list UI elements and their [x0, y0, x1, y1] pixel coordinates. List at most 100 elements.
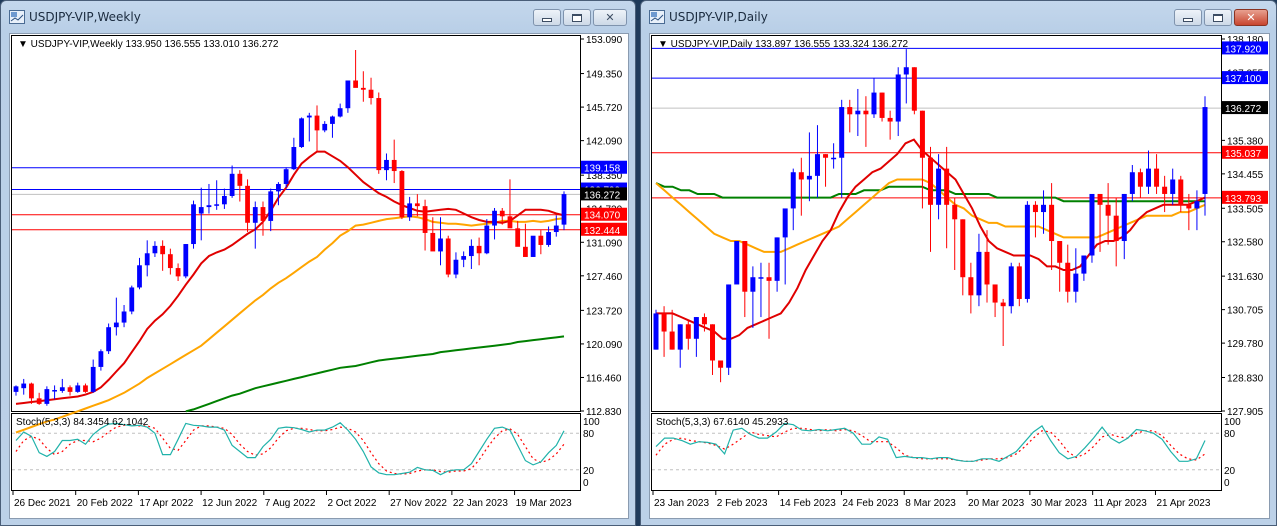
candle[interactable] [936, 154, 942, 220]
candle[interactable] [1000, 298, 1006, 347]
candle[interactable] [1024, 201, 1030, 303]
restore-button[interactable] [1204, 9, 1232, 26]
candle[interactable] [337, 103, 343, 118]
candle[interactable] [83, 383, 88, 393]
candle[interactable] [726, 284, 732, 375]
daily-price-chart[interactable]: ▼ USDJPY-VIP,Daily 133.897 136.555 133.3… [650, 34, 1271, 520]
candle[interactable] [499, 207, 505, 225]
candle[interactable] [1121, 193, 1127, 260]
minimize-button[interactable] [1174, 9, 1202, 26]
candle[interactable] [384, 153, 389, 181]
candle[interactable] [887, 110, 893, 140]
candle[interactable] [360, 71, 366, 102]
candle[interactable] [1194, 190, 1200, 231]
candle[interactable] [121, 305, 127, 328]
candle[interactable] [276, 182, 281, 206]
candle[interactable] [144, 240, 150, 277]
candle[interactable] [1129, 164, 1135, 202]
candle[interactable] [206, 183, 212, 214]
candle[interactable] [1049, 183, 1055, 270]
candle[interactable] [314, 105, 320, 152]
candle[interactable] [492, 207, 497, 240]
candle[interactable] [677, 324, 683, 368]
candle[interactable] [476, 237, 482, 266]
candle[interactable] [798, 157, 804, 216]
candle[interactable] [237, 170, 243, 202]
candle[interactable] [839, 99, 845, 198]
candle[interactable] [546, 226, 551, 247]
candle[interactable] [515, 220, 521, 247]
candle[interactable] [268, 188, 274, 232]
candle[interactable] [992, 284, 998, 318]
stochastic-pane[interactable] [11, 413, 581, 491]
candle[interactable] [718, 360, 724, 383]
candle[interactable] [653, 309, 659, 350]
candle[interactable] [927, 146, 934, 252]
candle[interactable] [814, 125, 820, 198]
candle[interactable] [36, 392, 42, 405]
candle[interactable] [52, 385, 57, 400]
candle[interactable] [507, 179, 513, 229]
candle[interactable] [903, 49, 909, 104]
candle[interactable] [766, 262, 772, 339]
candle[interactable] [1041, 190, 1047, 234]
candle[interactable] [160, 240, 166, 271]
candle[interactable] [29, 382, 34, 404]
candle[interactable] [137, 257, 142, 290]
candle[interactable] [445, 235, 451, 278]
candle[interactable] [1113, 197, 1119, 267]
candle[interactable] [831, 143, 837, 169]
close-button[interactable]: ✕ [593, 9, 627, 26]
candle[interactable] [758, 262, 764, 318]
candle[interactable] [407, 196, 413, 221]
candle[interactable] [742, 241, 748, 318]
candle[interactable] [1186, 193, 1192, 231]
candle[interactable] [1105, 183, 1111, 245]
candle[interactable] [468, 239, 474, 269]
candle[interactable] [368, 77, 374, 105]
candle[interactable] [879, 92, 885, 122]
candle[interactable] [229, 165, 235, 198]
candle[interactable] [530, 235, 536, 257]
candle[interactable] [461, 251, 467, 268]
candle[interactable] [871, 78, 877, 118]
candle[interactable] [1073, 248, 1079, 303]
candle[interactable] [299, 117, 304, 148]
candle[interactable] [1137, 168, 1143, 198]
candle[interactable] [67, 385, 73, 396]
candle[interactable] [561, 191, 567, 231]
candle[interactable] [21, 378, 27, 395]
candle[interactable] [855, 88, 861, 137]
candle[interactable] [484, 219, 490, 255]
candle[interactable] [895, 67, 901, 137]
candle[interactable] [183, 244, 189, 279]
candle[interactable] [847, 99, 853, 133]
candle[interactable] [1089, 193, 1095, 263]
candle[interactable] [919, 110, 925, 209]
candle[interactable] [693, 317, 699, 357]
candle[interactable] [1202, 96, 1208, 216]
candle[interactable] [863, 96, 869, 147]
candle[interactable] [960, 219, 966, 296]
candle[interactable] [790, 168, 796, 231]
candle[interactable] [710, 324, 716, 375]
candle[interactable] [1008, 262, 1014, 314]
candle[interactable] [214, 180, 220, 210]
candle[interactable] [968, 262, 974, 314]
candle[interactable] [90, 359, 96, 393]
candle[interactable] [245, 179, 250, 233]
candle[interactable] [175, 263, 181, 281]
candle[interactable] [734, 241, 740, 285]
candle[interactable] [283, 167, 289, 188]
candle[interactable] [391, 139, 397, 184]
candle[interactable] [98, 349, 104, 371]
titlebar[interactable]: USDJPY-VIP,Daily ✕ [641, 1, 1276, 33]
candle[interactable] [376, 92, 382, 174]
candle[interactable] [222, 188, 227, 209]
candle[interactable] [260, 201, 266, 236]
close-button[interactable]: ✕ [1234, 9, 1268, 26]
titlebar[interactable]: USDJPY-VIP,Weekly ✕ [1, 1, 635, 33]
candle[interactable] [1170, 168, 1176, 205]
candle[interactable] [422, 199, 428, 251]
candle[interactable] [198, 187, 204, 241]
